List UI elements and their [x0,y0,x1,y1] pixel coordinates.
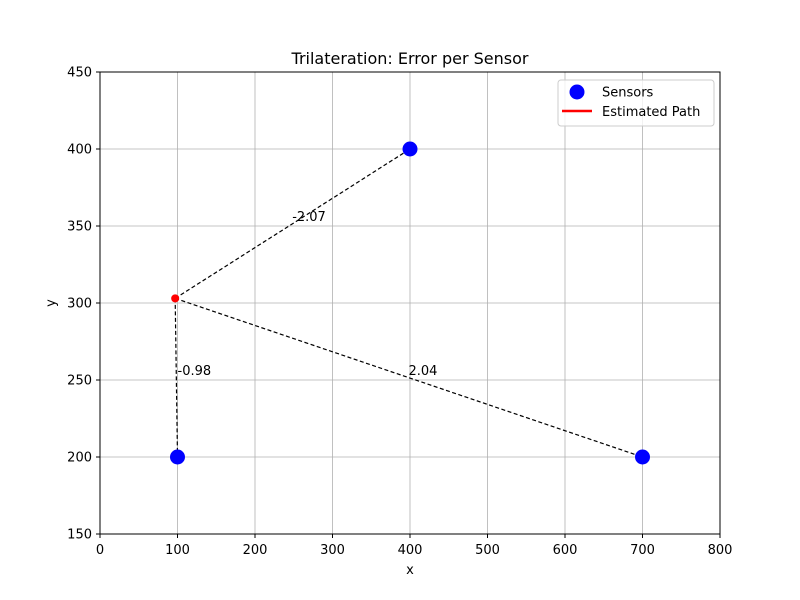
x-tick-label: 0 [96,543,104,558]
x-tick-label: 200 [243,543,268,558]
sensor-point [635,449,650,465]
x-tick-label: 600 [553,543,578,558]
error-line [174,298,179,458]
error-label: -2.07 [292,210,326,225]
chart-title: Trilateration: Error per Sensor [291,49,529,68]
sensor-point [402,141,418,157]
sensor-point [170,449,185,465]
y-tick-label: 250 [67,374,92,389]
error-labels: -0.98 -2.07 2.04 [178,210,438,379]
y-tick-label: 300 [67,297,92,312]
sensor-points [170,141,650,465]
estimated-position [171,294,180,303]
y-tick-label: 400 [67,143,92,158]
x-axis-ticks: 0 100 200 300 400 500 600 700 800 [96,534,733,558]
y-tick-label: 150 [67,528,92,543]
x-axis-label: x [406,563,414,578]
legend-path-label: Estimated Path [602,105,700,120]
x-tick-label: 400 [398,543,423,558]
error-line [174,297,643,458]
x-tick-label: 100 [165,543,190,558]
x-tick-label: 700 [630,543,655,558]
error-line [174,148,411,299]
x-tick-label: 800 [708,543,733,558]
legend-sensors-label: Sensors [602,86,654,101]
error-label: -0.98 [178,364,212,379]
error-lines [174,148,643,458]
y-tick-label: 450 [67,66,92,81]
legend-sensors-marker [569,84,585,100]
y-tick-label: 350 [67,220,92,235]
error-label: 2.04 [408,364,437,379]
x-tick-label: 500 [475,543,500,558]
legend: Sensors Estimated Path [557,79,715,127]
y-axis-label: y [44,299,59,307]
y-tick-label: 200 [67,451,92,466]
legend-box [557,79,715,127]
estimated-point [171,294,180,303]
y-axis-ticks: 150 200 250 300 350 400 450 [67,66,100,543]
x-tick-label: 300 [320,543,345,558]
